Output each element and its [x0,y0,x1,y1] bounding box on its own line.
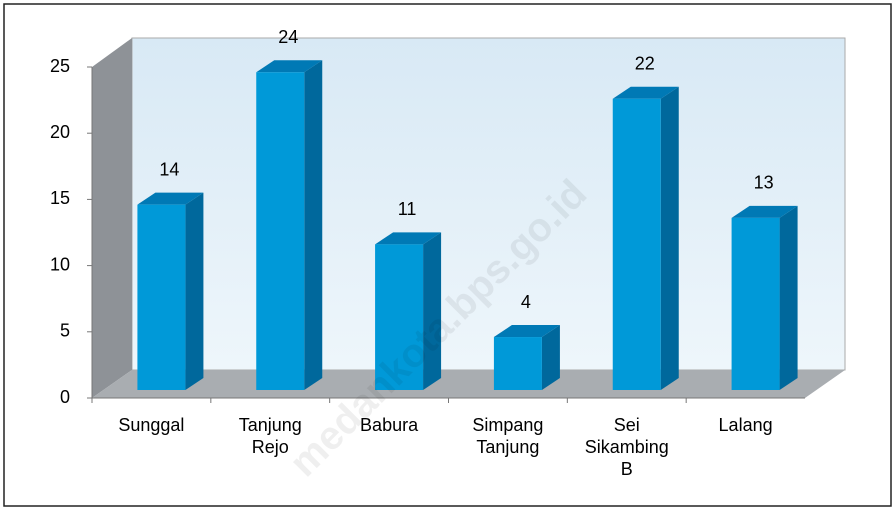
y-tick-label: 25 [50,56,70,76]
bar-top [612,86,679,99]
y-tick-label: 5 [60,321,70,341]
bar [256,72,305,391]
x-tick-label: Sei Sikambing B [584,415,669,479]
y-tick-label: 0 [60,387,70,407]
data-label: 11 [398,199,417,219]
x-tick-label: Lalang [718,415,773,435]
x-tick-label: Sunggal [118,415,185,435]
bar-side [423,232,442,390]
data-label: 24 [278,27,298,47]
bar [493,337,542,390]
data-label: 4 [521,292,531,312]
bar-side [779,205,798,390]
y-tick-label: 20 [50,122,70,142]
side-wall [92,38,132,398]
bar-side [541,325,560,390]
y-tick-label: 10 [50,254,70,274]
data-label: 13 [754,173,774,193]
x-tick-label: Simpang Tanjung [472,415,544,457]
bar-side [185,192,204,390]
data-label: 22 [635,53,655,73]
bar-side [660,86,679,390]
bar-top [137,192,204,205]
bar-top [256,60,323,73]
bar-top [375,232,442,245]
bar [731,217,780,390]
bar [375,244,424,390]
bar-top [493,325,560,338]
bar-side [304,60,323,391]
y-tick-label: 15 [50,188,70,208]
x-tick-label: Tanjung Rejo [238,415,302,457]
bar-top [731,205,798,218]
bar [137,204,186,390]
x-tick-label: Babura [360,415,419,435]
data-label: 14 [159,159,179,179]
bar [612,98,661,390]
